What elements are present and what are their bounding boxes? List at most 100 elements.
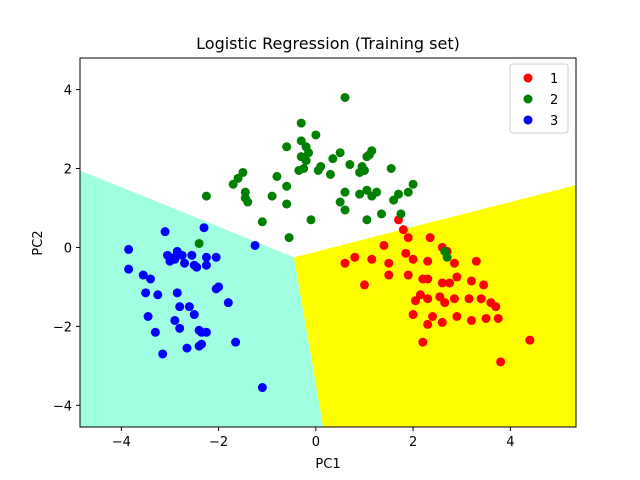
- plot-inner: [80, 58, 576, 427]
- point-class-2: [282, 181, 292, 191]
- point-class-1: [437, 278, 447, 288]
- point-class-1: [350, 252, 360, 262]
- point-class-1: [452, 272, 462, 282]
- point-class-3: [146, 274, 156, 284]
- point-class-1: [403, 233, 413, 243]
- point-class-3: [182, 343, 192, 353]
- point-class-2: [340, 92, 350, 102]
- plot-area: [79, 57, 577, 428]
- point-class-2: [403, 187, 413, 197]
- point-class-2: [267, 191, 277, 201]
- point-class-1: [496, 357, 506, 367]
- legend-label-3: 3: [550, 114, 558, 129]
- point-class-1: [449, 294, 459, 304]
- point-class-3: [153, 290, 163, 300]
- point-class-2: [233, 173, 243, 183]
- point-class-2: [325, 169, 335, 179]
- point-class-2: [345, 160, 355, 170]
- axis-ticks: −4 −2 0 2 4 −4 −2 0 2 4: [53, 84, 515, 450]
- point-class-2: [306, 215, 316, 225]
- point-class-3: [257, 383, 267, 393]
- point-class-1: [466, 276, 476, 286]
- point-class-3: [211, 252, 221, 262]
- point-class-3: [158, 349, 168, 359]
- decision-region-2: [80, 58, 576, 258]
- point-class-1: [466, 315, 476, 325]
- point-class-1: [449, 258, 459, 268]
- point-class-1: [491, 302, 501, 312]
- point-class-1: [425, 233, 435, 243]
- point-class-1: [479, 280, 489, 290]
- point-class-1: [471, 256, 481, 266]
- legend-box: [509, 63, 569, 134]
- y-tick-label: −2: [53, 320, 72, 335]
- point-class-3: [180, 258, 190, 268]
- point-class-3: [199, 223, 209, 233]
- point-class-3: [187, 250, 197, 260]
- point-class-1: [359, 280, 369, 290]
- y-tick-label: −4: [53, 399, 72, 414]
- point-class-2: [362, 215, 372, 225]
- legend-marker-2: [523, 94, 533, 104]
- plot-frame: [79, 57, 577, 428]
- point-class-3: [211, 284, 221, 294]
- point-class-1: [398, 225, 408, 235]
- point-class-3: [231, 337, 241, 347]
- point-class-3: [175, 302, 185, 312]
- point-class-2: [335, 148, 345, 158]
- point-class-2: [243, 197, 253, 207]
- point-class-2: [296, 118, 306, 128]
- point-class-1: [408, 254, 418, 264]
- point-class-3: [177, 250, 187, 260]
- point-class-2: [272, 171, 282, 181]
- point-class-3: [194, 341, 204, 351]
- point-class-3: [165, 256, 175, 266]
- point-class-1: [445, 278, 455, 288]
- legend: 1 2 3: [509, 63, 569, 134]
- y-tick-label: 2: [64, 163, 72, 178]
- point-class-2: [284, 233, 294, 243]
- point-class-2: [313, 165, 323, 175]
- point-class-3: [138, 270, 148, 280]
- y-tick-label: 0: [64, 241, 72, 256]
- point-class-1: [481, 313, 491, 323]
- point-class-1: [415, 290, 425, 300]
- point-class-1: [452, 311, 462, 321]
- point-class-2: [389, 195, 399, 205]
- point-class-1: [379, 240, 389, 250]
- x-tick-label: −4: [112, 435, 131, 450]
- point-class-3: [124, 244, 134, 254]
- point-class-2: [396, 209, 406, 219]
- point-class-1: [525, 335, 535, 345]
- point-class-2: [296, 152, 306, 162]
- point-class-1: [340, 258, 350, 268]
- point-class-3: [143, 311, 153, 321]
- point-class-2: [282, 199, 292, 209]
- point-class-1: [437, 317, 447, 327]
- y-tick-label: 4: [64, 84, 72, 99]
- x-tick-label: −2: [209, 435, 228, 450]
- point-class-3: [201, 260, 211, 270]
- point-class-2: [194, 238, 204, 248]
- point-class-3: [250, 240, 260, 250]
- point-class-1: [403, 270, 413, 280]
- point-class-2: [340, 205, 350, 215]
- point-class-1: [440, 298, 450, 308]
- point-class-1: [411, 296, 421, 306]
- legend-marker-1: [523, 73, 533, 83]
- point-class-3: [172, 288, 182, 298]
- point-class-2: [328, 154, 338, 164]
- point-class-1: [423, 294, 433, 304]
- point-class-1: [418, 337, 428, 347]
- point-class-3: [223, 298, 233, 308]
- point-class-1: [384, 270, 394, 280]
- point-class-2: [311, 130, 321, 140]
- point-class-3: [189, 310, 199, 320]
- point-class-2: [201, 191, 211, 201]
- point-class-2: [296, 136, 306, 146]
- point-class-1: [464, 294, 474, 304]
- point-class-2: [355, 189, 365, 199]
- point-class-2: [386, 164, 396, 174]
- point-class-3: [141, 288, 151, 298]
